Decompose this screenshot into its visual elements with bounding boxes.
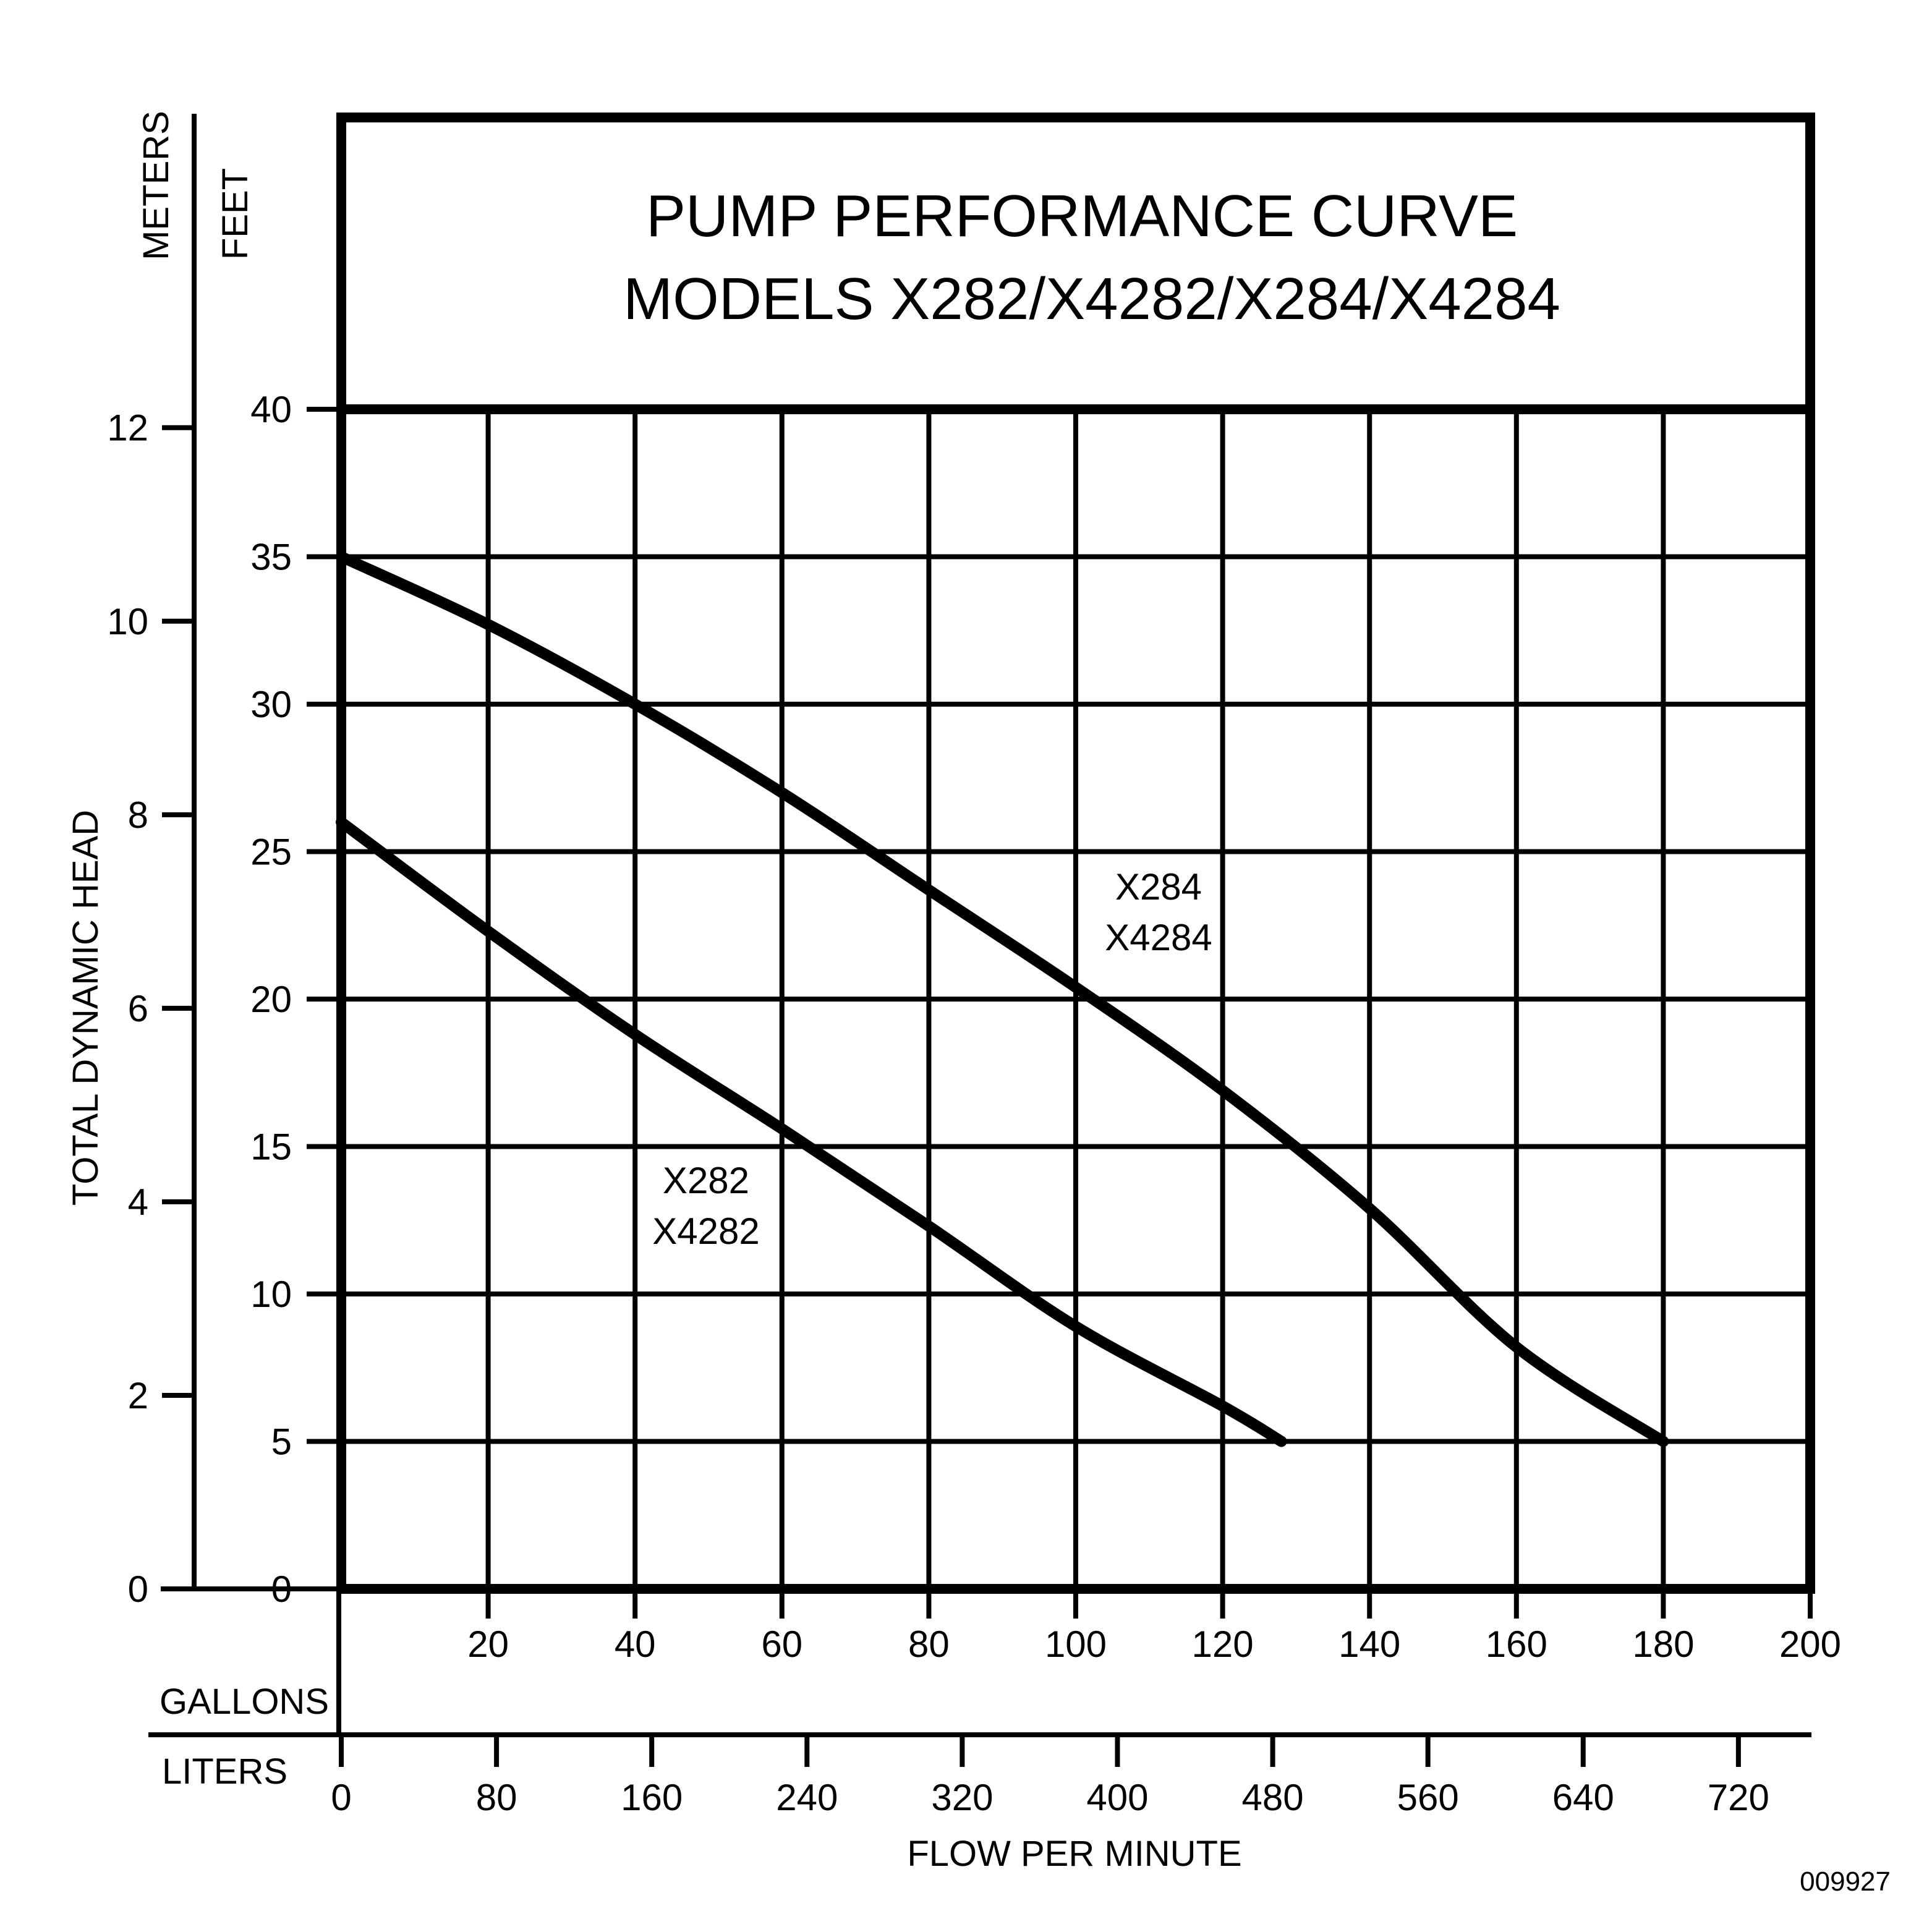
series-line-2 [336, 816, 1287, 1447]
chart-subtitle: MODELS X282/X4282/X284/X4284 [623, 266, 1560, 332]
series-2-label-1: X282 [663, 1160, 749, 1201]
liters-tick-label-400: 400 [1086, 1777, 1148, 1818]
meters-tick-label-10: 10 [107, 601, 148, 642]
gallons-tick-label-120: 120 [1192, 1623, 1254, 1665]
liters-tick-label-320: 320 [931, 1777, 993, 1818]
liters-tick-label-560: 560 [1397, 1777, 1459, 1818]
series-labels: X284 X4284 X282 X4282 [652, 866, 1212, 1252]
liters-tick-label-0: 0 [331, 1777, 351, 1818]
x-axis-title: FLOW PER MINUTE [907, 1834, 1241, 1874]
liters-axis-label: LITERS [162, 1751, 287, 1792]
liters-tick-label-80: 80 [476, 1777, 517, 1818]
series-2-label-2: X4282 [652, 1211, 760, 1252]
series-1-label-2: X4284 [1105, 917, 1212, 958]
meters-tick-label-4: 4 [128, 1181, 148, 1223]
gallons-tick-label-200: 200 [1779, 1623, 1841, 1665]
liters-tick-label-640: 640 [1552, 1777, 1614, 1818]
gallons-axis-label: GALLONS [160, 1682, 329, 1722]
liters-tick-label-480: 480 [1242, 1777, 1304, 1818]
gallons-tick-label-160: 160 [1486, 1623, 1547, 1665]
gallons-tick-label-100: 100 [1045, 1623, 1107, 1665]
gallons-tick-label-80: 80 [908, 1623, 950, 1665]
meters-tick-label-2: 2 [128, 1375, 148, 1416]
meters-tick-label-0: 0 [128, 1568, 148, 1610]
meters-tick-label-12: 12 [107, 407, 148, 449]
feet-tick-label-25: 25 [250, 832, 292, 873]
liters-tick-label-240: 240 [776, 1777, 838, 1818]
feet-tick-label-5: 5 [271, 1421, 292, 1463]
document-id: 009927 [1800, 1866, 1891, 1897]
feet-tick-label-20: 20 [250, 979, 292, 1020]
liters-tick-label-160: 160 [621, 1777, 683, 1818]
meters-tick-label-8: 8 [128, 794, 148, 836]
series-1-label-1: X284 [1115, 866, 1202, 908]
gallons-tick-label-40: 40 [615, 1623, 656, 1665]
meters-tick-label-6: 6 [128, 988, 148, 1029]
feet-tick-label-0: 0 [271, 1568, 292, 1610]
feet-tick-label-35: 35 [250, 537, 292, 578]
gallons-tick-label-180: 180 [1632, 1623, 1694, 1665]
meters-axis-label: METERS [136, 111, 176, 260]
gallons-tick-label-20: 20 [467, 1623, 509, 1665]
gallons-tick-label-140: 140 [1338, 1623, 1400, 1665]
chart-title: PUMP PERFORMANCE CURVE [646, 183, 1518, 249]
feet-tick-label-10: 10 [250, 1274, 292, 1315]
feet-tick-label-30: 30 [250, 684, 292, 725]
gallons-tick-label-60: 60 [761, 1623, 802, 1665]
liters-tick-label-720: 720 [1708, 1777, 1769, 1818]
feet-tick-label-15: 15 [250, 1126, 292, 1168]
feet-tick-label-40: 40 [250, 389, 292, 430]
y-axis-title: TOTAL DYNAMIC HEAD [66, 810, 106, 1206]
grid [341, 409, 1810, 1589]
series [336, 551, 1669, 1447]
series-line-1 [336, 551, 1669, 1447]
feet-axis-label: FEET [215, 168, 255, 260]
